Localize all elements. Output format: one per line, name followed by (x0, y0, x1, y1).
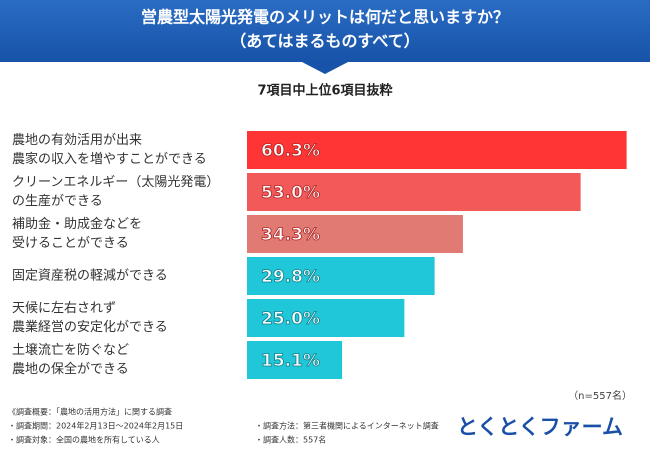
value-label: 15.1% (261, 351, 320, 371)
category-label: クリーンエネルギー（太陽光発電） (12, 175, 219, 190)
subtitle: 7項目中上位6項目抜粋 (257, 83, 392, 99)
category-label: 農地の有効活用が出来 (12, 133, 142, 148)
category-label: の生産ができる (12, 193, 103, 209)
category-label: 補助金・助成金などを (12, 216, 142, 232)
bar (247, 299, 405, 337)
category-label: 固定資産税の軽減ができる (12, 268, 168, 284)
category-label: 農業経営の安定化ができる (12, 319, 168, 335)
bar (247, 257, 435, 295)
header-band (0, 0, 650, 62)
category-label: 農家の収入を増やすことができる (12, 151, 207, 167)
sample-note: （n=557名） (568, 389, 632, 402)
category-label: 天候に左右されず (12, 301, 116, 316)
title-line: 営農型太陽光発電のメリットは何だと思いますか？ (141, 8, 509, 27)
value-label: 53.0% (261, 183, 320, 203)
bar (247, 131, 627, 169)
footer-text: ・調査人数：557名 (255, 435, 326, 445)
footer-text: ・調査対象：全国の農地を所有している人 (8, 435, 160, 445)
bar (247, 341, 343, 379)
value-label: 25.0% (261, 309, 320, 329)
category-label: 土壌流亡を防ぐなど (12, 342, 129, 358)
bar (247, 173, 581, 211)
value-label: 29.8% (261, 267, 320, 287)
category-label: 農地の保全ができる (12, 361, 129, 377)
bar (247, 215, 463, 253)
value-label: 34.3% (261, 225, 320, 245)
title-line: （あてはまるものすべて） (230, 32, 420, 51)
category-label: 受けることができる (12, 236, 129, 251)
footer-text: ・調査期間：2024年2月13日～2024年2月15日 (8, 421, 183, 431)
header-pointer (302, 62, 348, 74)
value-label: 60.3% (261, 141, 320, 161)
logo: とくとくファーム (457, 415, 623, 439)
footer-text: 《調査概要：「農地の活用方法」に関する調査 (8, 407, 172, 417)
footer-text: ・調査方法：第三者機関によるインターネット調査 (255, 421, 439, 431)
